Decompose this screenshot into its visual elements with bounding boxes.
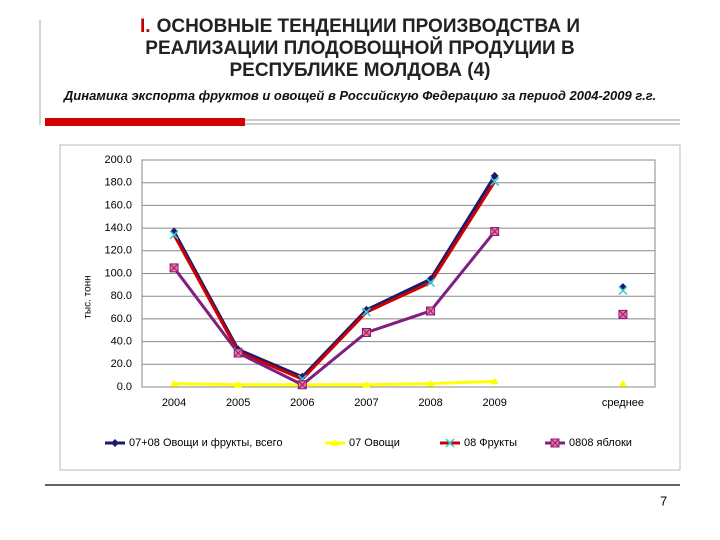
- y-tick-label: 0.0: [117, 381, 132, 393]
- y-tick-label: 40.0: [111, 336, 132, 348]
- legend-label: 0808 яблоки: [569, 437, 632, 449]
- y-tick-label: 20.0: [111, 358, 132, 370]
- legend-label: 07+08 Овощи и фрукты, всего: [129, 437, 283, 449]
- x-tick-label: 2007: [354, 397, 378, 409]
- y-tick-label: 180.0: [104, 177, 132, 189]
- x-tick-label: 2006: [290, 397, 314, 409]
- legend-marker: [445, 438, 455, 448]
- slide-title: I. ОСНОВНЫЕ ТЕНДЕНЦИИ ПРОИЗВОДСТВА И РЕАЛ…: [80, 16, 640, 82]
- x-tick-label: 2005: [226, 397, 250, 409]
- point-marker: [490, 177, 500, 187]
- slide-subtitle: Динамика экспорта фруктов и овощей в Рос…: [63, 88, 657, 103]
- y-tick-label: 120.0: [104, 245, 132, 257]
- x-tick-label: среднее: [602, 397, 644, 409]
- point-marker: [426, 306, 436, 316]
- y-tick-label: 160.0: [104, 199, 132, 211]
- point-marker: [297, 380, 307, 390]
- point-marker: [362, 305, 371, 314]
- point-marker: [233, 348, 243, 358]
- point-marker: [426, 278, 436, 288]
- x-tick-label: 2004: [162, 397, 186, 409]
- page-number: 7: [660, 493, 667, 508]
- y-axis-label: тыс. тонн: [83, 275, 94, 318]
- point-marker: [618, 309, 628, 319]
- legend-marker: [111, 439, 119, 447]
- point-marker: [361, 307, 371, 317]
- legend-marker: [550, 438, 560, 448]
- y-tick-label: 200.0: [104, 154, 132, 166]
- decor-bar: [45, 118, 245, 126]
- title-text: ОСНОВНЫЕ ТЕНДЕНЦИИ ПРОИЗВОДСТВА И РЕАЛИЗ…: [145, 16, 580, 81]
- point-marker: [169, 230, 179, 240]
- y-tick-label: 100.0: [104, 267, 132, 279]
- point-marker: [234, 380, 243, 388]
- point-marker: [362, 380, 371, 388]
- point-marker: [298, 372, 307, 381]
- point-marker: [361, 328, 371, 338]
- legend-label: 08 Фрукты: [464, 437, 517, 449]
- legend-marker: [331, 439, 339, 446]
- point-marker: [618, 285, 628, 296]
- point-marker: [490, 227, 500, 237]
- y-tick-label: 60.0: [111, 313, 132, 325]
- point-marker: [618, 379, 627, 387]
- point-marker: [490, 377, 499, 385]
- x-tick-label: 2009: [482, 397, 506, 409]
- point-marker: [426, 379, 435, 387]
- legend-label: 07 Овощи: [349, 437, 400, 449]
- y-tick-label: 140.0: [104, 222, 132, 234]
- title-prefix: I.: [140, 16, 151, 37]
- point-marker: [490, 171, 499, 180]
- point-marker: [170, 379, 179, 387]
- point-marker: [169, 263, 179, 273]
- y-tick-label: 80.0: [111, 290, 132, 302]
- x-tick-label: 2008: [418, 397, 442, 409]
